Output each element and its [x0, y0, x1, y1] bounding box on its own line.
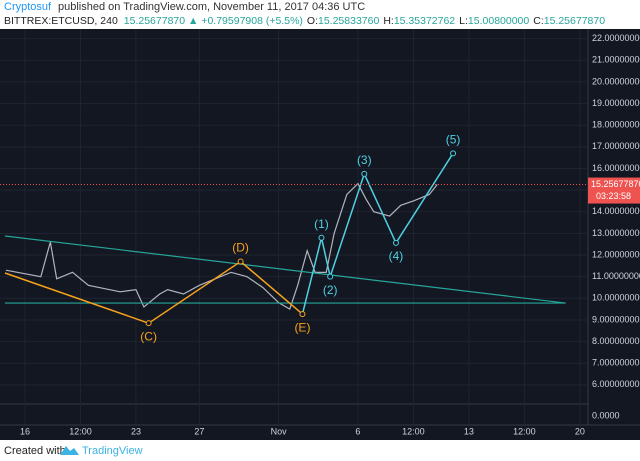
wave-point: [145, 320, 152, 327]
wave-point: [450, 150, 457, 157]
ohlc-value: 15.25833760: [318, 15, 379, 27]
wave-point: [318, 234, 325, 241]
y-tick-label: 13.00000000: [592, 228, 640, 238]
y-tick-label: 17.00000000: [592, 141, 640, 151]
ohlc-value: 15.35372762: [394, 15, 455, 27]
footer-text: Created with: [4, 445, 66, 457]
ohlc-label: O:: [307, 15, 318, 27]
quote: 15.25677870 ▲ +0.79597908 (+5.5%): [124, 15, 303, 27]
y-tick-label: 9.00000000: [592, 314, 640, 324]
price-tag: [588, 177, 640, 204]
x-tick-label: 12:00: [402, 426, 425, 436]
symbol-line: BITTREX:ETCUSD, 240 15.25677870 ▲ +0.7959…: [4, 15, 605, 27]
x-tick-label: 12:00: [513, 426, 536, 436]
wave-point: [327, 273, 334, 280]
y-tick-label: 10.00000000: [592, 293, 640, 303]
y-tick-label: 16.00000000: [592, 163, 640, 173]
x-tick-label: 13: [464, 426, 474, 436]
price-tag-label: 15.25677870: [591, 179, 640, 189]
published: published on TradingView.com, November 1…: [58, 1, 365, 13]
x-tick-label: 23: [131, 426, 141, 436]
wave-point: [361, 170, 368, 177]
y-tick-label: 12.00000000: [592, 249, 640, 259]
x-tick-label: 27: [194, 426, 204, 436]
series-line: [4, 235, 566, 304]
wave-point: [299, 311, 306, 318]
wave-label: (1): [314, 217, 329, 231]
ohlc-value: 15.25677870: [544, 15, 605, 27]
y-tick-label: 22.00000000: [592, 33, 640, 43]
y-tick-label: 14.00000000: [592, 206, 640, 216]
wave-label: (5): [446, 133, 461, 147]
author[interactable]: Cryptosuf: [4, 1, 52, 13]
wave-point: [237, 258, 244, 265]
chart-bg: [0, 29, 640, 440]
ohlc-label: C:: [533, 15, 544, 27]
y-tick-label: 21.00000000: [592, 55, 640, 65]
y-tick-label: 6.00000000: [592, 379, 640, 389]
symbol: BITTREX:ETCUSD, 240: [4, 15, 118, 27]
indicator-tick: 0.0000: [592, 410, 620, 420]
footer-bg: [0, 440, 640, 461]
y-tick-label: 8.00000000: [592, 336, 640, 346]
wave-label: (2): [323, 283, 338, 297]
x-tick-label: 12:00: [69, 426, 92, 436]
wave-label: (4): [389, 249, 404, 263]
wave-point: [392, 239, 399, 246]
series-line: [5, 182, 438, 311]
series-line: [301, 152, 454, 315]
x-tick-label: 6: [355, 426, 360, 436]
ohlc-value: 15.00800000: [468, 15, 529, 27]
wave-label: (3): [357, 153, 372, 167]
footer-brand[interactable]: TradingView: [82, 445, 143, 457]
y-tick-label: 18.00000000: [592, 120, 640, 130]
wave-label: (D): [232, 241, 249, 255]
wave-label: (C): [140, 329, 157, 343]
x-tick-label: Nov: [271, 426, 288, 436]
x-tick-label: 16: [20, 426, 30, 436]
ohlc-label: L:: [459, 15, 468, 27]
series-line: [4, 260, 303, 325]
countdown: 03:23:58: [596, 191, 631, 201]
ohlc-label: H:: [383, 15, 394, 27]
y-tick-label: 19.00000000: [592, 98, 640, 108]
x-tick-label: 20: [575, 426, 585, 436]
y-tick-label: 7.00000000: [592, 358, 640, 368]
wave-label: (E): [294, 320, 310, 334]
logo: [60, 446, 79, 455]
y-tick-label: 20.00000000: [592, 76, 640, 86]
y-tick-label: 11.00000000: [592, 271, 640, 281]
